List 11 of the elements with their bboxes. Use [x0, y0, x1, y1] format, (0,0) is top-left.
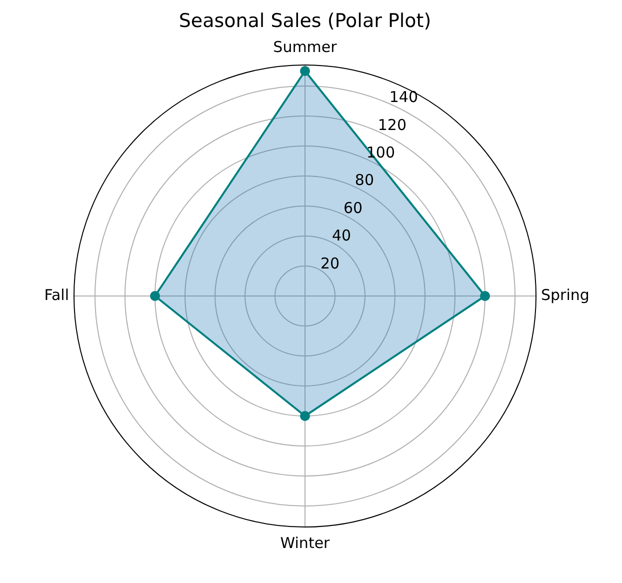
spoke-label: Spring — [541, 286, 590, 304]
spoke-label: Winter — [280, 534, 331, 552]
y-tick-label: 20 — [320, 254, 340, 272]
y-tick-label: 80 — [354, 171, 374, 190]
y-tick-label: 140 — [389, 88, 418, 106]
spoke-label: Summer — [273, 38, 338, 56]
spoke-label: Fall — [44, 286, 69, 304]
chart-title: Seasonal Sales (Polar Plot) — [178, 10, 432, 32]
y-tick-label: 120 — [378, 116, 407, 134]
y-tick-label: 40 — [332, 226, 352, 245]
y-tick-label: 60 — [343, 198, 363, 217]
